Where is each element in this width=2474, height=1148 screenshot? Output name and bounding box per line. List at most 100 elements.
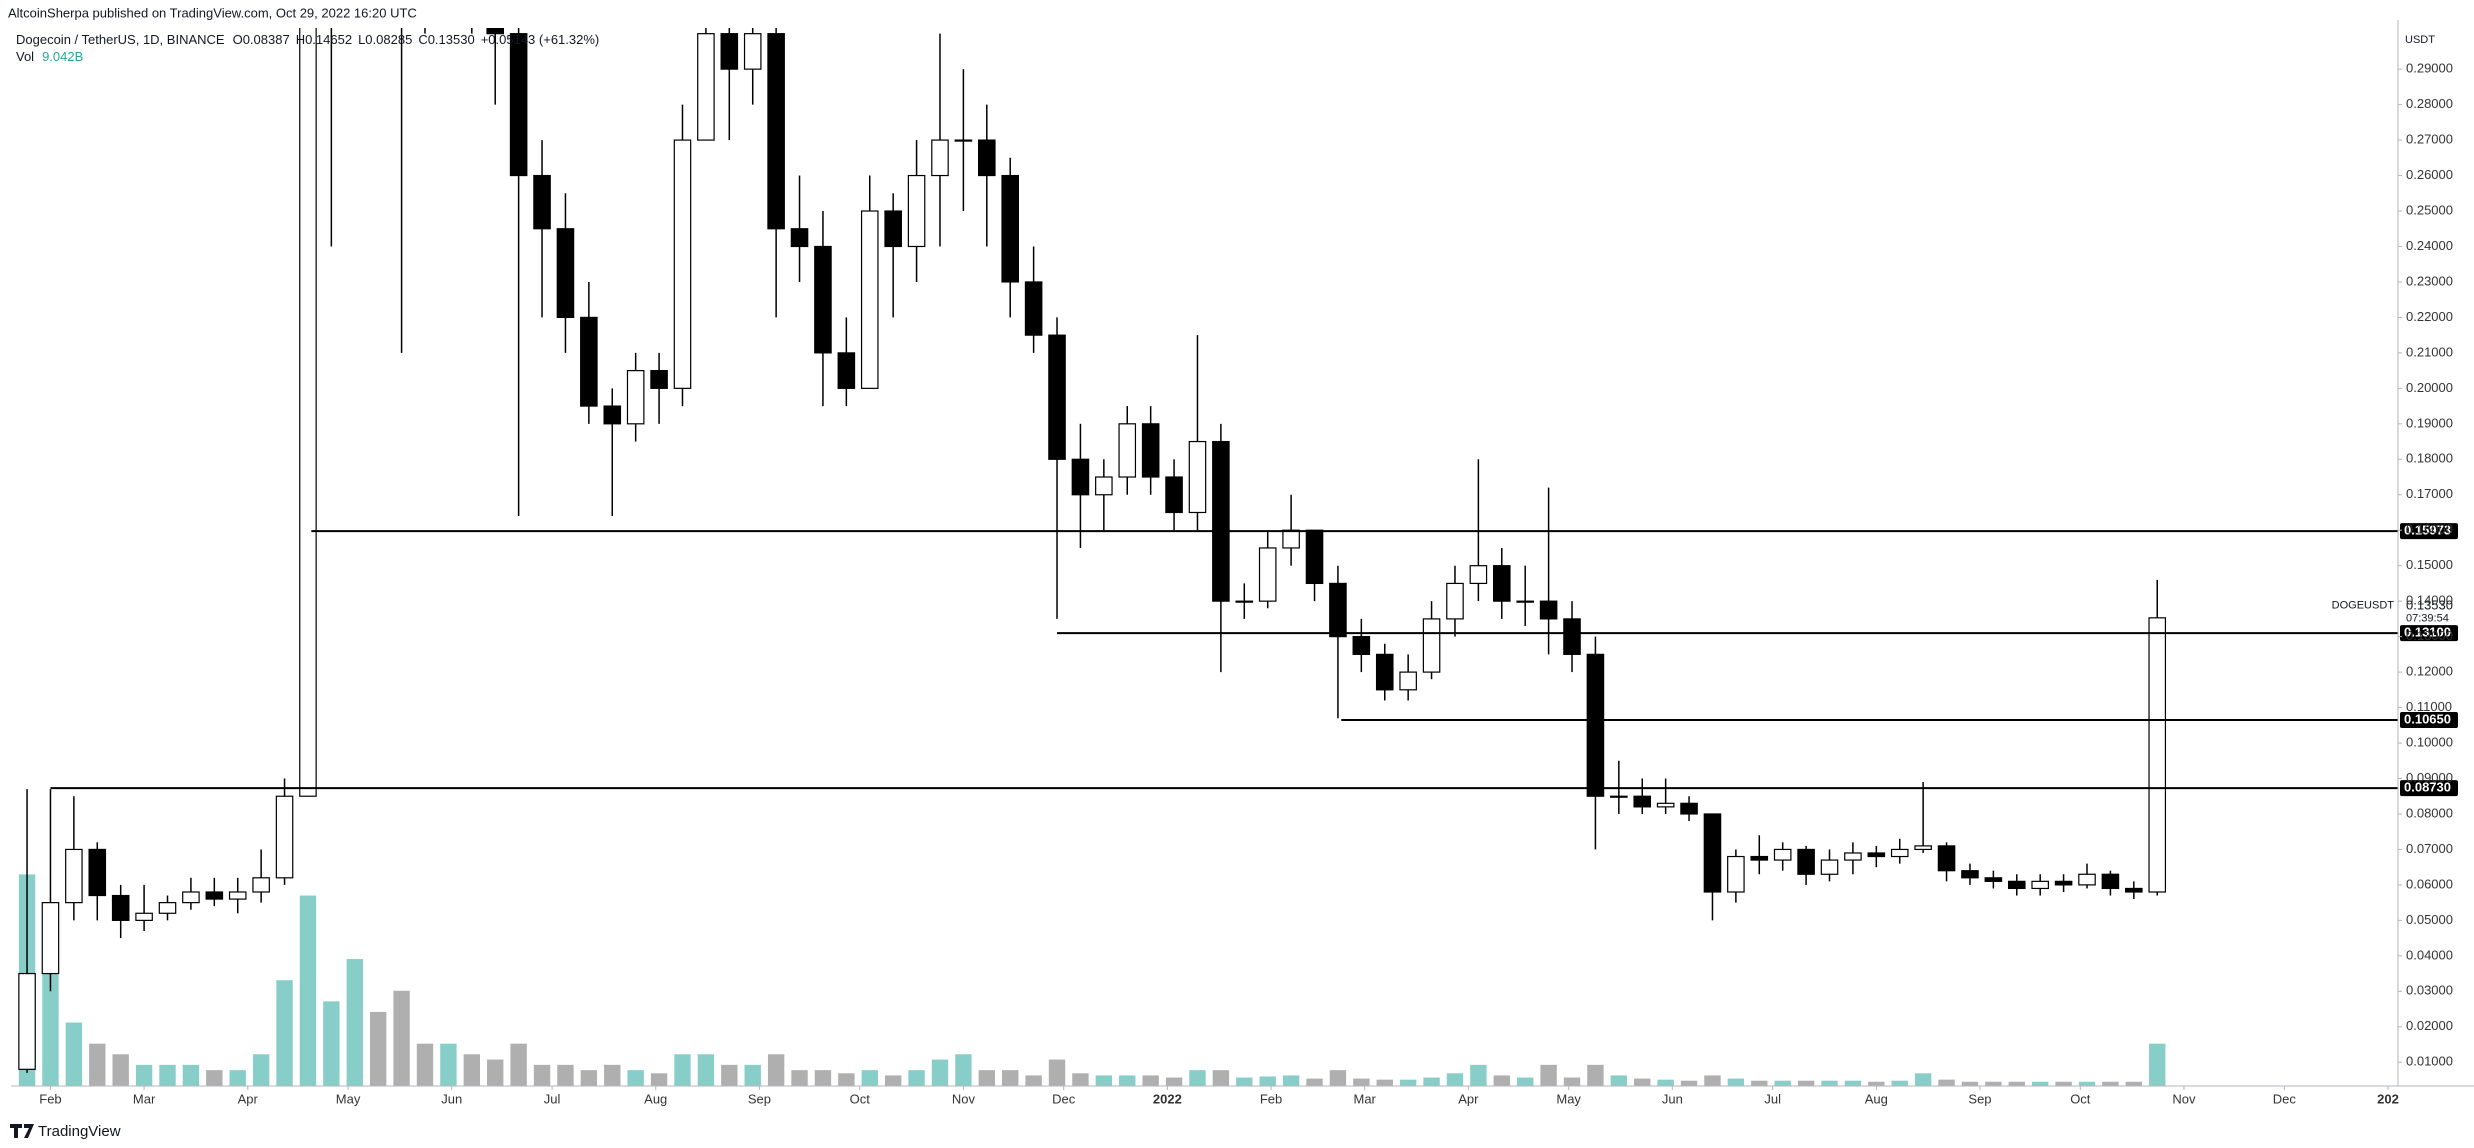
logo-icon <box>10 1124 34 1138</box>
candle-body <box>1586 653 1605 797</box>
y-tick-label: 0.23000 <box>2406 273 2453 288</box>
candle-body <box>837 352 856 389</box>
candle-body <box>1188 440 1207 514</box>
y-tick-label: 0.07000 <box>2406 841 2453 856</box>
volume-bar <box>1868 1081 1885 1086</box>
candle-body <box>158 902 177 914</box>
volume-bar <box>533 1064 551 1086</box>
volume-bar <box>463 1054 481 1086</box>
candle-body <box>1141 423 1160 478</box>
volume-bar <box>744 1064 761 1086</box>
candle-body <box>1422 618 1441 673</box>
candle-body <box>509 33 528 177</box>
volume-bar <box>1891 1080 1908 1086</box>
volume-bar <box>861 1070 878 1086</box>
candle-body <box>2054 880 2073 886</box>
volume-bar <box>65 1022 83 1086</box>
volume-bar <box>557 1064 574 1086</box>
volume-bar <box>814 1070 832 1086</box>
candle-layer <box>18 28 2167 1073</box>
x-tick-label: Jul <box>544 1091 561 1106</box>
volume-bar <box>1727 1078 1745 1086</box>
legend-close: C0.13530 <box>418 32 474 47</box>
y-tick-label: 0.25000 <box>2406 202 2453 217</box>
candle-body <box>2007 880 2026 890</box>
candle-body <box>884 210 902 248</box>
volume-bar <box>1142 1075 1159 1086</box>
candle-body <box>182 891 200 904</box>
countdown-label: 07:39:54 <box>2406 613 2449 625</box>
candle-body <box>205 891 224 900</box>
volume-bar <box>1470 1064 1487 1086</box>
candle-body <box>275 795 294 879</box>
volume-bar <box>487 1059 504 1086</box>
candle-body <box>1446 582 1464 620</box>
volume-bar <box>1072 1073 1089 1086</box>
x-tick-label: Aug <box>1865 1091 1888 1106</box>
candle-body <box>603 405 622 425</box>
last-price-label: 0.13530 <box>2406 597 2453 612</box>
x-tick-label: Feb <box>1260 1091 1282 1106</box>
candle-body <box>1492 565 1511 602</box>
volume-layer <box>18 874 2166 1086</box>
axes: 0.01000 0.02000 0.03000 0.04000 0.05000 0.060… <box>39 61 2453 1107</box>
y-tick-label: 0.19000 <box>2406 415 2453 430</box>
x-tick-label: Dec <box>1052 1091 1076 1106</box>
candle-body <box>1212 440 1230 602</box>
volume-bar <box>159 1064 176 1086</box>
volume-bar <box>1563 1077 1581 1086</box>
x-tick-label: May <box>336 1091 361 1106</box>
candle-body <box>1867 852 1886 858</box>
volume-bar <box>2008 1081 2025 1086</box>
candle-body <box>1563 618 1581 655</box>
x-tick-label: Apr <box>1458 1091 1479 1106</box>
level-label: 0.13100 <box>2404 625 2451 640</box>
candle-body <box>1352 636 1371 655</box>
volume-bar <box>416 1043 434 1086</box>
candle-body <box>1048 334 1066 460</box>
volume-bar <box>229 1070 246 1086</box>
volume-bar <box>1446 1073 1464 1086</box>
level-layer: 0.15973 0.13100 0.10650 0.08730 0.1353007:39… <box>50 523 2458 797</box>
publisher-header: AltcoinSherpa published on TradingView.c… <box>8 5 417 20</box>
candle-body <box>1820 859 1839 875</box>
candle-body <box>41 902 60 975</box>
y-tick-label: 0.01000 <box>2406 1054 2453 1069</box>
candle-body <box>252 877 270 893</box>
volume-bar <box>2125 1081 2143 1086</box>
candle-body <box>65 848 83 904</box>
volume-bar <box>1540 1064 1557 1086</box>
volume-bar <box>1751 1080 1768 1086</box>
x-tick-label: Sep <box>1968 1091 1991 1106</box>
y-tick-label: 0.03000 <box>2406 983 2453 998</box>
x-tick-label: Mar <box>133 1091 156 1106</box>
volume-bar <box>1985 1081 2002 1086</box>
y-tick-label: 0.27000 <box>2406 132 2453 147</box>
volume-bar <box>1610 1075 1628 1086</box>
candle-body <box>299 28 317 797</box>
candle-body <box>486 28 505 35</box>
volume-bar <box>1282 1075 1300 1086</box>
y-tick-label: 0.17000 <box>2406 486 2453 501</box>
candle-body <box>790 228 809 248</box>
volume-bar <box>908 1070 925 1086</box>
volume-bar <box>1189 1070 1206 1086</box>
candle-body <box>88 848 107 897</box>
candle-body <box>673 139 692 389</box>
candle-body <box>1773 848 1792 861</box>
y-tick-label: 0.05000 <box>2406 912 2453 927</box>
candle-body <box>1984 877 2003 882</box>
x-tick-label: 202 <box>2377 1091 2399 1106</box>
candle-body <box>533 174 551 230</box>
volume-bar <box>791 1070 808 1086</box>
volume-bar <box>2055 1081 2072 1086</box>
y-tick-label: 0.28000 <box>2406 96 2453 111</box>
candle-body <box>1399 671 1417 691</box>
volume-bar <box>1797 1080 1815 1086</box>
y-tick-label: 0.08000 <box>2406 805 2453 820</box>
candle-body <box>931 139 949 177</box>
volume-bar <box>1306 1078 1323 1086</box>
candle-body <box>1797 848 1815 875</box>
y-tick-label: 0.10000 <box>2406 734 2453 749</box>
